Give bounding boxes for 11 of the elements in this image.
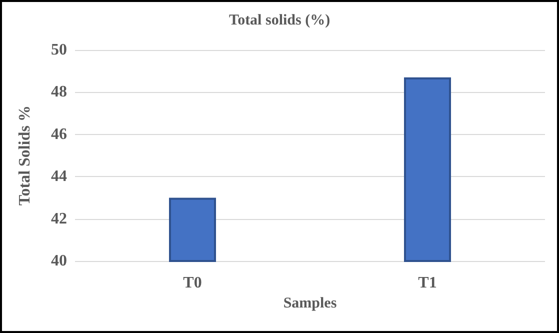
y-axis-title: Total Solids % <box>16 106 34 206</box>
x-tick-label: T1 <box>418 274 437 292</box>
y-tick-label: 40 <box>51 252 67 270</box>
y-tick-label: 46 <box>51 126 67 143</box>
y-tick-label: 44 <box>51 168 67 186</box>
x-axis-title: Samples <box>283 295 337 312</box>
chart-title: Total solids (%) <box>228 12 330 28</box>
x-tick-label: T0 <box>183 274 202 292</box>
y-tick-label: 42 <box>51 210 67 228</box>
y-tick-label: 48 <box>51 84 67 101</box>
y-tick-label: 50 <box>51 42 67 58</box>
